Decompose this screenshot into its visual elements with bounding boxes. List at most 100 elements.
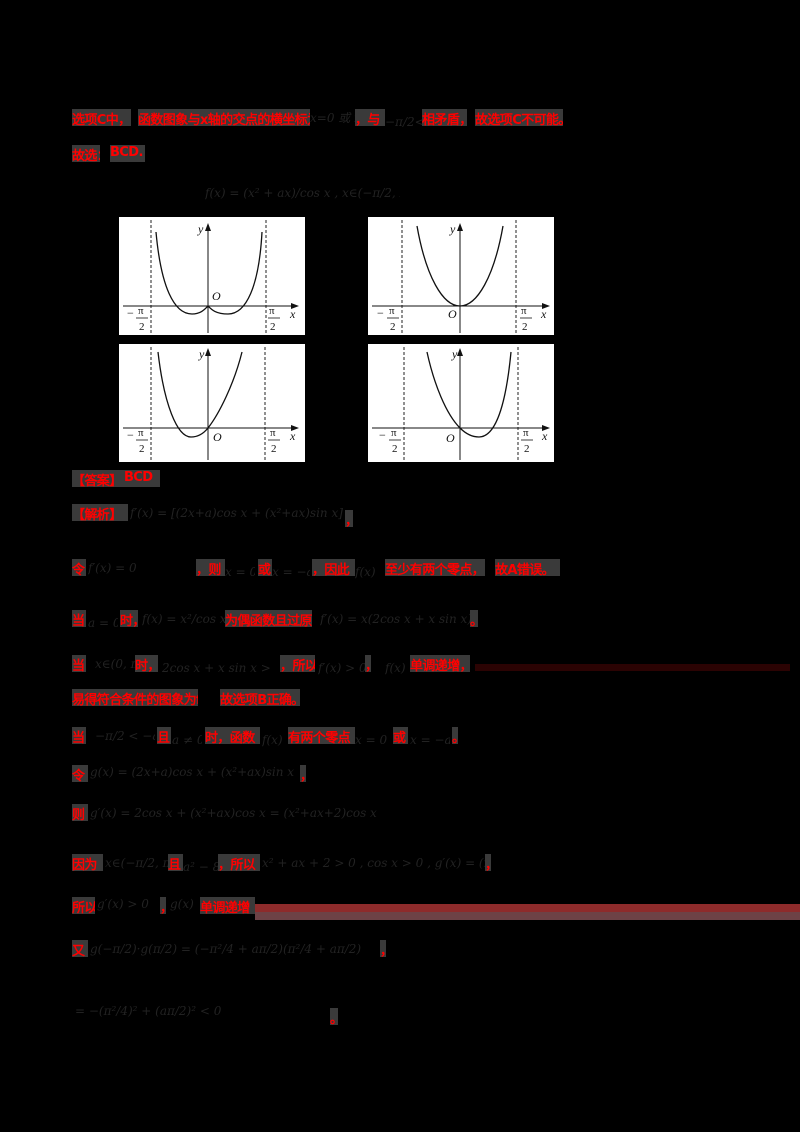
- text-segment: ，: [345, 510, 353, 527]
- text-segment: 易得符合条件的图象为f(x)，: [72, 689, 198, 706]
- svg-text:O: O: [213, 430, 222, 444]
- text-segment: 所以: [72, 897, 95, 914]
- text-segment: ，: [380, 940, 386, 957]
- function-curve: [157, 351, 243, 438]
- text-segment: ，与: [355, 109, 385, 126]
- svg-text:x: x: [541, 429, 548, 443]
- text-segment: 时，: [120, 610, 138, 627]
- text-line: 当 x∈(0, π/2) 时， 2cos x + x sin x > 0 ，所以…: [0, 655, 800, 675]
- graph-option-d: y O x − π 2 π 2: [368, 344, 554, 462]
- math-expression: = −(π²/4)² + (aπ/2)² < 0: [75, 1004, 222, 1018]
- svg-text:y: y: [198, 347, 205, 361]
- math-expression: g′(x) = 2cos x + (x²+ax)cos x = (x²+ax+2…: [90, 806, 377, 820]
- math-expression: x = 0: [355, 733, 388, 747]
- problem-formula: f(x) = (x² + ax)/cos x , x∈(−π/2, π/2): [0, 180, 800, 206]
- text-segment: 因为: [72, 854, 103, 871]
- x-axis-arrow-icon: [291, 425, 299, 431]
- text-segment: ，: [160, 897, 166, 914]
- svg-text:O: O: [212, 289, 221, 303]
- y-axis-arrow-icon: [457, 223, 463, 231]
- text-segment: 有两个零点: [288, 727, 355, 744]
- text-segment: 。: [452, 727, 458, 744]
- y-axis-arrow-icon: [457, 348, 463, 356]
- text-line-option-c-conclusion: 选项C中， 函数图象与x轴的交点的横坐标为 x=0 或 x=−a ，与 −π/2…: [0, 109, 800, 129]
- math-expression: f(x) = (x² + ax)/cos x , x∈(−π/2, π/2): [205, 186, 400, 200]
- text-line: 令 f′(x) = 0 ，则 x = 0 或 x = −a ，因此 f(x) 至…: [0, 559, 800, 579]
- text-line: = −(π²/4)² + (aπ/2)² < 0 。: [0, 1002, 800, 1025]
- math-expression: f(x): [262, 733, 283, 747]
- text-line: 因为 x∈(−π/2, π/2) 且 a² − 8 < 0 ，所以 x² + a…: [0, 854, 800, 874]
- svg-text:π: π: [138, 305, 144, 317]
- text-segment: 又: [72, 940, 88, 957]
- text-line-option-b-conclusion: 易得符合条件的图象为f(x)， 故选项B正确。: [0, 689, 800, 707]
- svg-text:2: 2: [390, 321, 396, 333]
- svg-text:π: π: [391, 427, 397, 439]
- text-segment: ，: [485, 854, 491, 871]
- svg-text:O: O: [446, 431, 455, 445]
- math-expression: f′(x) > 0: [318, 661, 365, 675]
- math-expression: f(x): [355, 565, 376, 579]
- text-line: 所以 g′(x) > 0 ， g(x) 单调递增: [0, 897, 800, 915]
- text-segment: 当: [72, 727, 86, 744]
- svg-text:O: O: [448, 307, 457, 321]
- svg-text:y: y: [197, 222, 204, 236]
- text-segment: 。: [470, 610, 478, 627]
- text-segment: ，: [365, 655, 371, 672]
- svg-text:−: −: [377, 306, 384, 320]
- text-segment: ，因此: [312, 559, 355, 576]
- svg-text:π: π: [269, 305, 275, 317]
- graph-option-b: y O x − π 2 π 2: [368, 217, 554, 335]
- svg-text:π: π: [521, 305, 527, 317]
- text-segment: 令: [72, 765, 88, 782]
- math-expression: a² − 8 < 0: [183, 860, 218, 874]
- text-segment: 。: [330, 1008, 338, 1025]
- text-segment: 时，: [135, 655, 158, 672]
- y-axis-arrow-icon: [205, 348, 211, 356]
- math-expression: −π/2<x<π/2: [385, 115, 422, 129]
- text-segment: 时，函数: [205, 727, 260, 744]
- analysis-label: 【解析】: [72, 504, 128, 521]
- highlight-bar: [475, 664, 790, 671]
- text-segment: 为偶函数且过原点，: [225, 610, 312, 627]
- svg-text:2: 2: [139, 443, 145, 455]
- text-segment: 单调递增: [200, 897, 255, 914]
- math-expression: f′(x) = x(2cos x + x sin x)/cos²x: [320, 612, 470, 626]
- math-expression: a = 0: [88, 616, 118, 630]
- text-segment: 选项C中，: [72, 109, 131, 126]
- math-expression: x² + ax + 2 > 0 , cos x > 0 , g′(x) = (x…: [262, 856, 485, 870]
- svg-text:2: 2: [392, 443, 398, 455]
- math-expression: x∈(−π/2, π/2): [105, 856, 168, 870]
- text-segment: 相矛盾，: [422, 109, 467, 126]
- function-curve: [426, 351, 512, 438]
- graph-option-c: y O x − π 2 π 2: [119, 344, 305, 462]
- answer-value: BCD: [124, 470, 160, 487]
- math-expression: x∈(0, π/2): [95, 657, 135, 671]
- highlight-bar: [255, 904, 800, 920]
- answer-value: BCD.: [110, 145, 145, 162]
- math-expression: x=0 或 x=−a: [310, 111, 355, 125]
- text-segment: 至少有两个零点，: [385, 559, 485, 576]
- text-line-previous-answer: 故选： BCD.: [0, 145, 800, 163]
- math-expression: x = 0: [225, 565, 255, 579]
- svg-text:x: x: [540, 307, 547, 321]
- text-segment: 单调递增，: [410, 655, 470, 672]
- text-line: 令 g(x) = (2x+a)cos x + (x²+ax)sin x ，: [0, 765, 800, 783]
- text-segment: 故A错误。: [495, 559, 560, 576]
- text-line: 则 g′(x) = 2cos x + (x²+ax)cos x = (x²+ax…: [0, 804, 800, 822]
- svg-text:y: y: [449, 222, 456, 236]
- text-segment: 则: [72, 804, 88, 821]
- text-line: 当 −π/2 < −a < π/2 且 a ≠ 0 时，函数 f(x) 有两个零…: [0, 727, 800, 747]
- text-line: 当 a = 0 时， f(x) = x²/cos x 为偶函数且过原点， f′(…: [0, 610, 800, 630]
- function-curve: [416, 225, 504, 307]
- text-segment: ，所以: [218, 854, 260, 871]
- text-segment: 或: [258, 559, 272, 576]
- svg-text:2: 2: [139, 321, 145, 333]
- svg-text:−: −: [127, 428, 134, 442]
- svg-text:2: 2: [271, 443, 277, 455]
- svg-text:y: y: [451, 347, 458, 361]
- math-expression: −π/2 < −a < π/2: [95, 729, 155, 743]
- text-segment: 或: [393, 727, 408, 744]
- x-axis-arrow-icon: [542, 425, 550, 431]
- text-segment: 且: [168, 854, 183, 871]
- text-segment: 当: [72, 610, 86, 627]
